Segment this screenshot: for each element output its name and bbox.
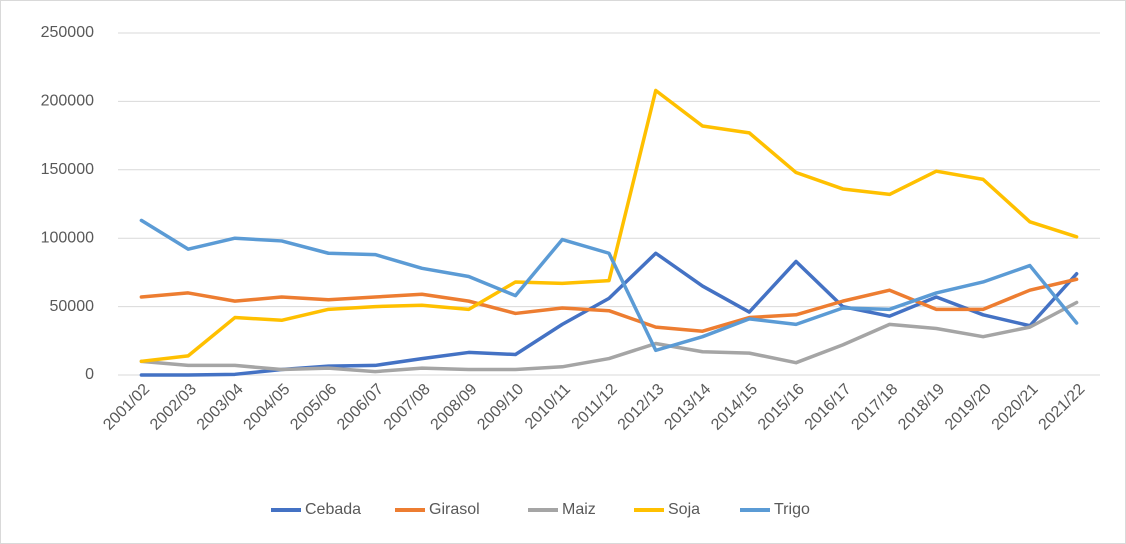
legend-label: Maiz [562, 501, 596, 518]
legend-label: Cebada [305, 501, 361, 518]
series-line [139, 277, 1079, 333]
y-tick-label: 0 [85, 366, 94, 383]
y-tick-label: 250000 [41, 24, 94, 41]
y-tick-label: 150000 [41, 161, 94, 178]
legend-label: Soja [668, 501, 700, 518]
legend-label: Girasol [429, 501, 480, 518]
y-tick-label: 50000 [50, 298, 95, 315]
series-line [139, 88, 1079, 364]
y-tick-label: 200000 [41, 93, 94, 110]
series-line [139, 300, 1079, 374]
y-tick-label: 100000 [41, 229, 94, 246]
legend-label: Trigo [774, 501, 810, 518]
series-line [139, 218, 1079, 353]
